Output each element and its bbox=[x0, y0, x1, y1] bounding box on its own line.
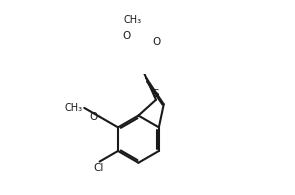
Text: CH₃: CH₃ bbox=[64, 103, 83, 113]
Text: O: O bbox=[90, 112, 98, 122]
Text: Cl: Cl bbox=[94, 163, 104, 173]
Text: S: S bbox=[153, 89, 159, 99]
Text: CH₃: CH₃ bbox=[123, 15, 141, 25]
Text: O: O bbox=[152, 37, 160, 47]
Text: O: O bbox=[123, 31, 131, 41]
